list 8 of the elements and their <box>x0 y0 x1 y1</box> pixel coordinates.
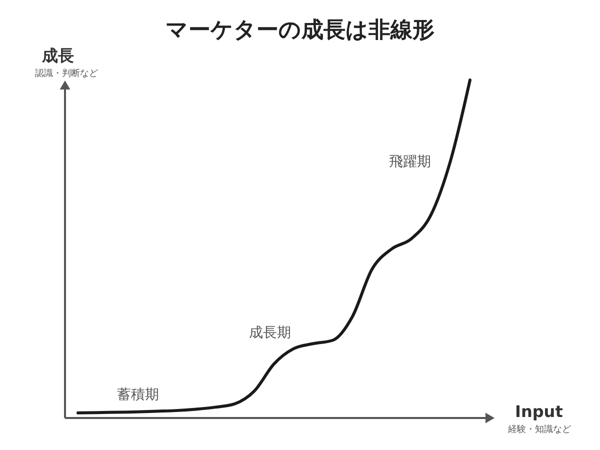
annotation: 飛躍期 <box>389 154 431 170</box>
annotation: 蓄積期 <box>117 387 159 403</box>
text: 認識・判断など <box>35 68 98 79</box>
y-axis-title: 成長 <box>41 46 74 65</box>
text: 経験・知識など <box>507 424 571 435</box>
chart-title: マーケターの成長は非線形 <box>166 18 434 43</box>
annotation: 成長期 <box>249 325 291 341</box>
x-axis-title: Input <box>515 402 564 421</box>
